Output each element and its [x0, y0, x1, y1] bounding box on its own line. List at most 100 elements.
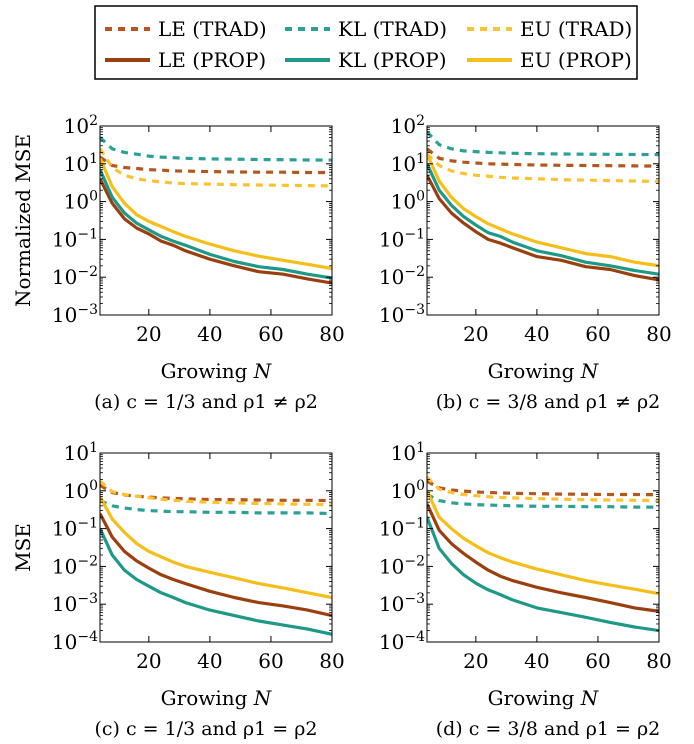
legend-entry-kl-trad: KL (TRAD)	[285, 17, 447, 41]
panels: 102 101 100 10−1 10−2 10−3 20 40 60 80 Growing N No…	[11, 113, 672, 740]
legend-entry-eu-prop: EU (PROP)	[467, 48, 632, 72]
series-line-le-trad	[100, 155, 332, 175]
series-line-eu-prop	[100, 495, 332, 600]
plot-frame	[426, 452, 660, 643]
series-line-eu-prop	[100, 157, 332, 271]
x-tick-label: 20	[463, 322, 488, 346]
series-group	[427, 475, 659, 633]
series-line-eu-prop	[427, 153, 659, 268]
y-axis-label: Normalized MSE	[11, 134, 35, 307]
series-line-eu-trad	[100, 147, 332, 188]
series-group	[100, 479, 332, 636]
legend-entry-le-prop: LE (PROP)	[105, 48, 266, 72]
plot-frame	[99, 452, 333, 643]
x-tick-label: 40	[524, 649, 549, 673]
legend-frame	[94, 5, 638, 80]
series-line-eu-trad	[100, 479, 332, 507]
x-axis-label: Growing N	[161, 686, 273, 710]
series-line-le-trad	[427, 147, 659, 168]
series-line-kl-trad	[100, 499, 332, 516]
plot-frame	[426, 125, 660, 316]
panel-c: 101 100 10−1 10−2 10−3 10−4 20 40 60 80 Growing N M…	[11, 440, 345, 740]
legend-entry-kl-prop: KL (PROP)	[285, 48, 447, 72]
y-tick-label: 101	[391, 440, 425, 465]
series-line-eu-trad	[427, 153, 659, 184]
series-line-kl-trad	[427, 493, 659, 509]
y-tick-label: 10−4	[52, 629, 98, 654]
panel-caption: (a) c = 1/3 and ρ1 ≠ ρ2	[94, 391, 318, 413]
series-line-le-prop	[100, 512, 332, 618]
series-line-kl-prop	[100, 169, 332, 280]
x-tick-label: 60	[585, 322, 610, 346]
series-line-le-prop	[100, 178, 332, 285]
legend-label-eu-prop: EU (PROP)	[520, 48, 632, 72]
y-tick-label: 101	[391, 151, 425, 176]
legend-label-kl-trad: KL (TRAD)	[338, 17, 447, 41]
x-tick-label: 80	[319, 322, 344, 346]
legend: LE (TRAD) KL (TRAD) EU (TRAD) LE (PROP) …	[94, 5, 638, 80]
y-tick-label: 10−2	[52, 553, 98, 578]
y-tick-label: 10−3	[379, 302, 425, 327]
panel-caption: (b) c = 3/8 and ρ1 ≠ ρ2	[436, 391, 661, 413]
y-tick-label: 10−1	[379, 226, 425, 251]
panel-b: 102 101 100 10−1 10−2 10−3 20 40 60 80 Growing N (b…	[379, 113, 672, 413]
y-tick-label: 10−2	[379, 264, 425, 289]
y-tick-label: 102	[391, 113, 425, 138]
y-axis-label: MSE	[11, 523, 35, 572]
y-tick-label: 100	[391, 189, 425, 214]
series-line-le-prop	[427, 174, 659, 282]
series-line-kl-trad	[100, 136, 332, 162]
panel-a: 102 101 100 10−1 10−2 10−3 20 40 60 80 Growing N No…	[11, 113, 345, 413]
legend-label-le-prop: LE (PROP)	[158, 48, 266, 72]
x-tick-label: 40	[197, 649, 222, 673]
x-tick-label: 60	[258, 322, 283, 346]
series-group	[100, 136, 332, 285]
legend-label-kl-prop: KL (PROP)	[338, 48, 447, 72]
legend-entry-eu-trad: EU (TRAD)	[467, 17, 632, 41]
x-tick-label: 80	[646, 649, 671, 673]
series-line-kl-prop	[100, 527, 332, 636]
series-line-le-trad	[100, 483, 332, 503]
x-tick-label: 60	[258, 649, 283, 673]
y-tick-label: 10−4	[379, 629, 425, 654]
plot-frame	[99, 125, 333, 316]
x-axis-label: Growing N	[488, 686, 600, 710]
x-tick-label: 20	[136, 649, 161, 673]
y-tick-label: 10−1	[379, 516, 425, 541]
series-line-eu-prop	[427, 490, 659, 596]
x-tick-label: 40	[197, 322, 222, 346]
x-tick-label: 60	[585, 649, 610, 673]
x-axis-label: Growing N	[488, 359, 600, 383]
x-tick-label: 80	[646, 322, 671, 346]
y-tick-label: 101	[64, 440, 98, 465]
y-tick-label: 102	[64, 113, 98, 138]
x-tick-label: 80	[319, 649, 344, 673]
y-tick-label: 101	[64, 151, 98, 176]
panel-caption: (d) c = 3/8 and ρ1 = ρ2	[436, 718, 661, 740]
y-tick-label: 10−3	[379, 591, 425, 616]
x-axis-label: Growing N	[161, 359, 273, 383]
y-tick-label: 10−2	[52, 264, 98, 289]
legend-label-eu-trad: EU (TRAD)	[520, 17, 632, 41]
x-tick-label: 40	[524, 322, 549, 346]
y-tick-label: 10−1	[52, 226, 98, 251]
y-tick-label: 100	[391, 478, 425, 503]
y-tick-label: 10−3	[52, 591, 98, 616]
y-tick-label: 100	[64, 189, 98, 214]
series-line-kl-prop	[427, 516, 659, 633]
panel-d: 101 100 10−1 10−2 10−3 10−4 20 40 60 80 Growing N (…	[379, 440, 672, 740]
series-line-le-trad	[427, 479, 659, 497]
series-line-kl-prop	[427, 163, 659, 276]
series-line-eu-trad	[427, 475, 659, 503]
y-tick-label: 10−2	[379, 553, 425, 578]
y-tick-label: 10−3	[52, 302, 98, 327]
x-tick-label: 20	[463, 649, 488, 673]
legend-entry-le-trad: LE (TRAD)	[105, 17, 267, 41]
y-tick-label: 10−1	[52, 516, 98, 541]
legend-label-le-trad: LE (TRAD)	[158, 17, 267, 41]
series-line-le-prop	[427, 503, 659, 613]
x-tick-label: 20	[136, 322, 161, 346]
series-group	[427, 130, 659, 282]
series-line-kl-trad	[427, 130, 659, 157]
